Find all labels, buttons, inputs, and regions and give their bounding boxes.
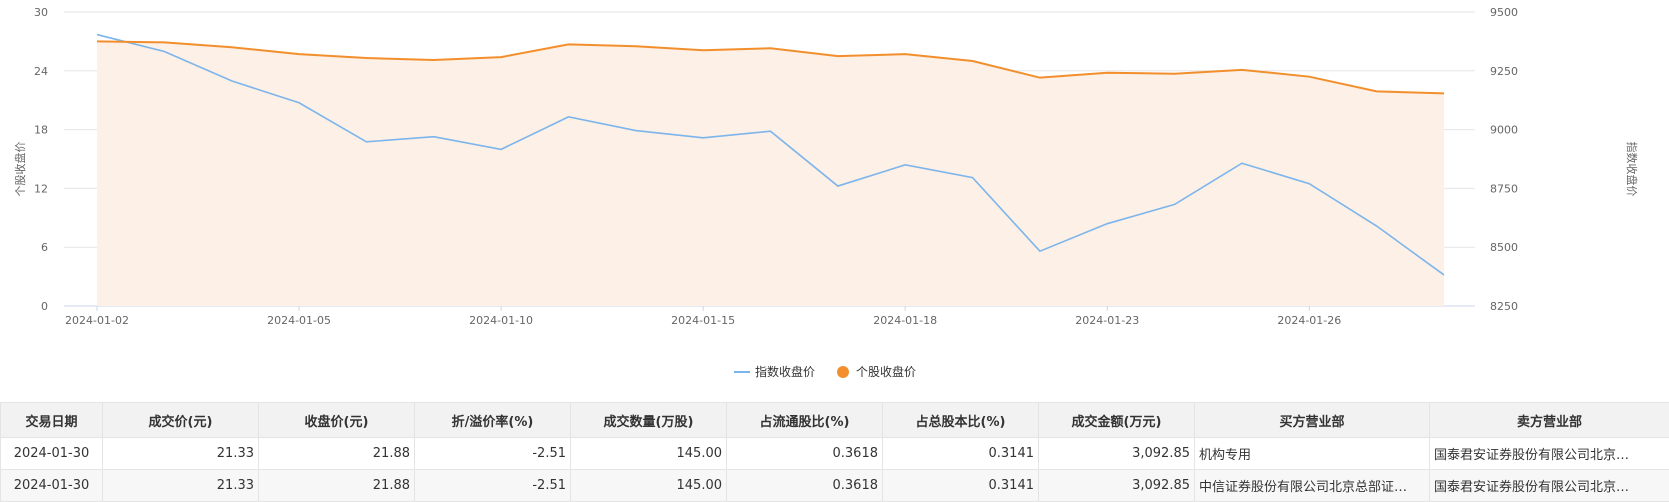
col-header-seller: 卖方营业部	[1430, 403, 1669, 438]
right-tick-label: 8500	[1490, 241, 1518, 254]
x-tick-label: 2024-01-26	[1277, 314, 1341, 327]
x-tick-label: 2024-01-18	[873, 314, 937, 327]
legend-stock-label: 个股收盘价	[856, 364, 916, 379]
price-chart: 2024-01-02 2024-01-05 2024-01-10 2024-01-15…	[0, 0, 1669, 400]
cell-float-ratio: 0.3618	[727, 470, 883, 502]
left-tick-label: 30	[34, 6, 48, 19]
table-row: 2024-01-30 21.33 21.88 -2.51 145.00 0.36…	[1, 470, 1669, 502]
col-header-buyer: 买方营业部	[1195, 403, 1430, 438]
cell-premium: -2.51	[415, 438, 571, 470]
col-header-total-ratio: 占总股本比(%)	[883, 403, 1039, 438]
col-header-close-price: 收盘价(元)	[259, 403, 415, 438]
cell-buyer[interactable]: 中信证券股份有限公司北京总部证…	[1195, 470, 1430, 502]
right-tick-label: 9250	[1490, 65, 1518, 78]
stock-area-layer	[97, 41, 1444, 306]
left-tick-label: 0	[41, 300, 48, 313]
cell-close-price: 21.88	[259, 470, 415, 502]
right-tick-label: 9000	[1490, 124, 1518, 137]
left-tick-label: 12	[34, 182, 48, 195]
x-tick-label: 2024-01-05	[267, 314, 331, 327]
legend: 指数收盘价 个股收盘价	[734, 364, 916, 379]
cell-total-ratio: 0.3141	[883, 470, 1039, 502]
cell-volume: 145.00	[571, 438, 727, 470]
cell-amount: 3,092.85	[1039, 470, 1195, 502]
stock-price-area	[97, 41, 1444, 306]
cell-amount: 3,092.85	[1039, 438, 1195, 470]
cell-date: 2024-01-30	[1, 438, 103, 470]
x-tick-label: 2024-01-02	[65, 314, 129, 327]
cell-deal-price: 21.33	[103, 438, 259, 470]
left-axis-title: 个股收盘价	[13, 142, 27, 197]
left-tick-label: 18	[34, 124, 48, 137]
x-tick-label: 2024-01-10	[469, 314, 533, 327]
right-tick-label: 8250	[1490, 300, 1518, 313]
col-header-volume: 成交数量(万股)	[571, 403, 727, 438]
cell-seller[interactable]: 国泰君安证券股份有限公司北京…	[1430, 438, 1669, 470]
legend-index-label: 指数收盘价	[755, 364, 815, 379]
legend-stock-swatch	[837, 366, 849, 378]
table-header-row: 交易日期 成交价(元) 收盘价(元) 折/溢价率(%) 成交数量(万股) 占流通…	[1, 403, 1669, 438]
right-tick-label: 8750	[1490, 182, 1518, 195]
cell-seller[interactable]: 国泰君安证券股份有限公司北京…	[1430, 470, 1669, 502]
right-tick-label: 9500	[1490, 6, 1518, 19]
col-header-deal-price: 成交价(元)	[103, 403, 259, 438]
left-tick-label: 6	[41, 241, 48, 254]
cell-total-ratio: 0.3141	[883, 438, 1039, 470]
cell-premium: -2.51	[415, 470, 571, 502]
cell-deal-price: 21.33	[103, 470, 259, 502]
x-tick-label: 2024-01-23	[1075, 314, 1139, 327]
cell-buyer[interactable]: 机构专用	[1195, 438, 1430, 470]
col-header-premium: 折/溢价率(%)	[415, 403, 571, 438]
cell-volume: 145.00	[571, 470, 727, 502]
left-tick-label: 24	[34, 65, 48, 78]
col-header-float-ratio: 占流通股比(%)	[727, 403, 883, 438]
x-tick-label: 2024-01-15	[671, 314, 735, 327]
cell-close-price: 21.88	[259, 438, 415, 470]
right-y-axis: 8250 8500 8750 9000 9250 9500	[1490, 6, 1518, 313]
right-axis-title: 指数收盘价	[1625, 142, 1639, 197]
col-header-date: 交易日期	[1, 403, 103, 438]
col-header-amount: 成交金额(万元)	[1039, 403, 1195, 438]
block-trade-table: 交易日期 成交价(元) 收盘价(元) 折/溢价率(%) 成交数量(万股) 占流通…	[0, 402, 1669, 502]
cell-float-ratio: 0.3618	[727, 438, 883, 470]
legend-item-stock[interactable]: 个股收盘价	[837, 364, 916, 379]
cell-date: 2024-01-30	[1, 470, 103, 502]
x-axis: 2024-01-02 2024-01-05 2024-01-10 2024-01-15…	[65, 306, 1341, 327]
legend-item-index[interactable]: 指数收盘价	[734, 364, 815, 379]
table-row: 2024-01-30 21.33 21.88 -2.51 145.00 0.36…	[1, 438, 1669, 470]
left-y-axis: 0 6 12 18 24 30	[34, 6, 48, 313]
